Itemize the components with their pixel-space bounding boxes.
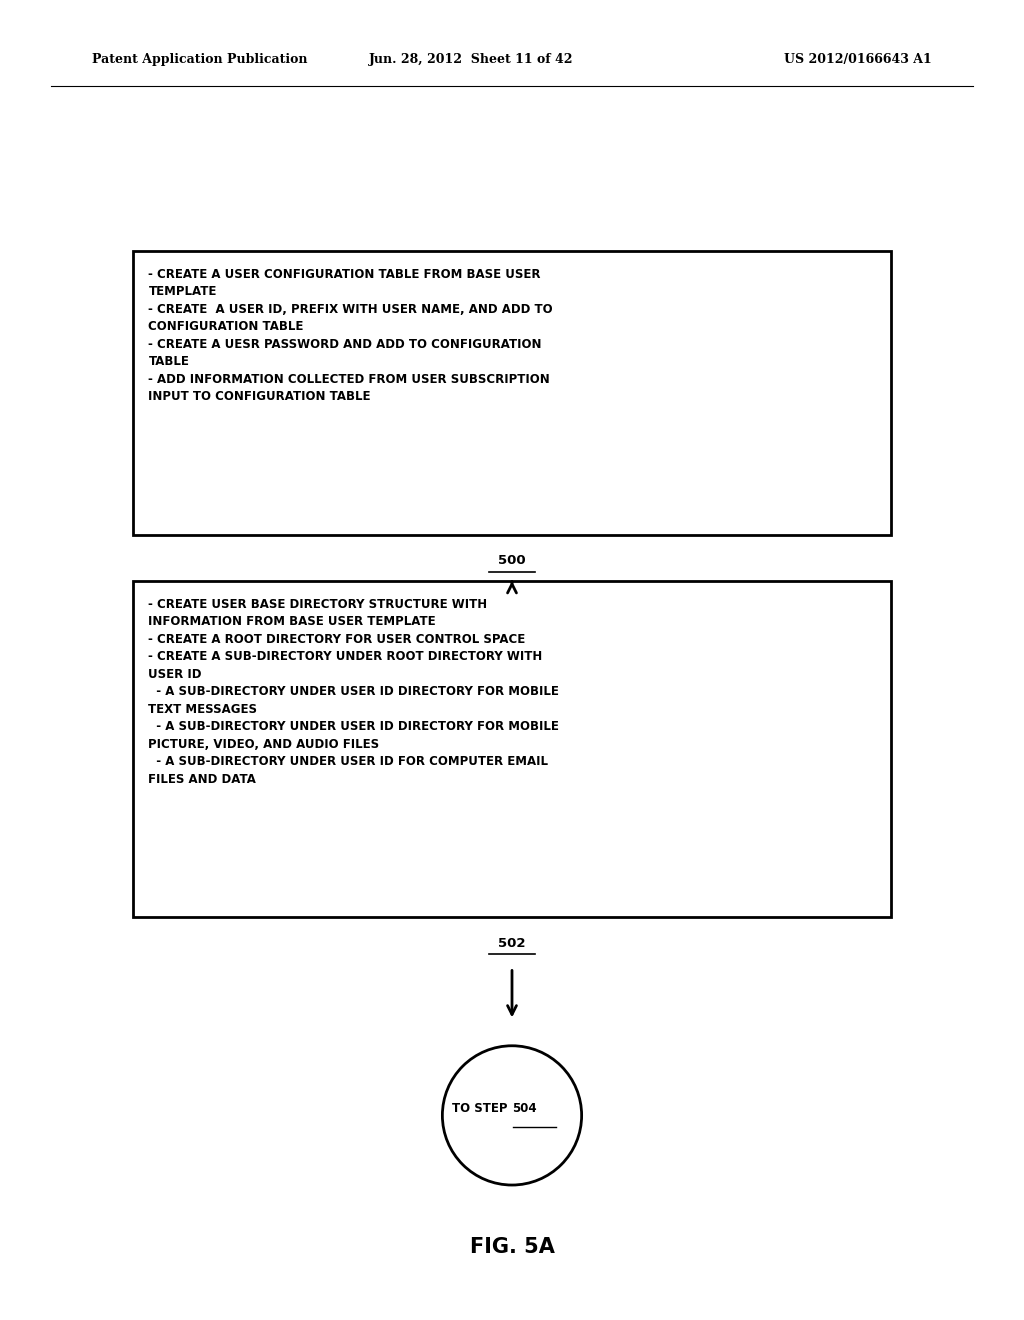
Text: - CREATE A USER CONFIGURATION TABLE FROM BASE USER
TEMPLATE
- CREATE  A USER ID,: - CREATE A USER CONFIGURATION TABLE FROM… [148,268,553,404]
Text: 502: 502 [499,937,525,950]
Text: US 2012/0166643 A1: US 2012/0166643 A1 [784,53,932,66]
Text: 500: 500 [499,554,525,568]
Ellipse shape [442,1045,582,1185]
Text: TO STEP: TO STEP [453,1102,512,1115]
Text: 504: 504 [512,1102,537,1115]
FancyBboxPatch shape [133,251,891,535]
Text: - CREATE USER BASE DIRECTORY STRUCTURE WITH
INFORMATION FROM BASE USER TEMPLATE
: - CREATE USER BASE DIRECTORY STRUCTURE W… [148,598,559,785]
Text: Patent Application Publication: Patent Application Publication [92,53,307,66]
Text: FIG. 5A: FIG. 5A [470,1237,554,1258]
FancyBboxPatch shape [133,581,891,917]
Text: Jun. 28, 2012  Sheet 11 of 42: Jun. 28, 2012 Sheet 11 of 42 [369,53,573,66]
